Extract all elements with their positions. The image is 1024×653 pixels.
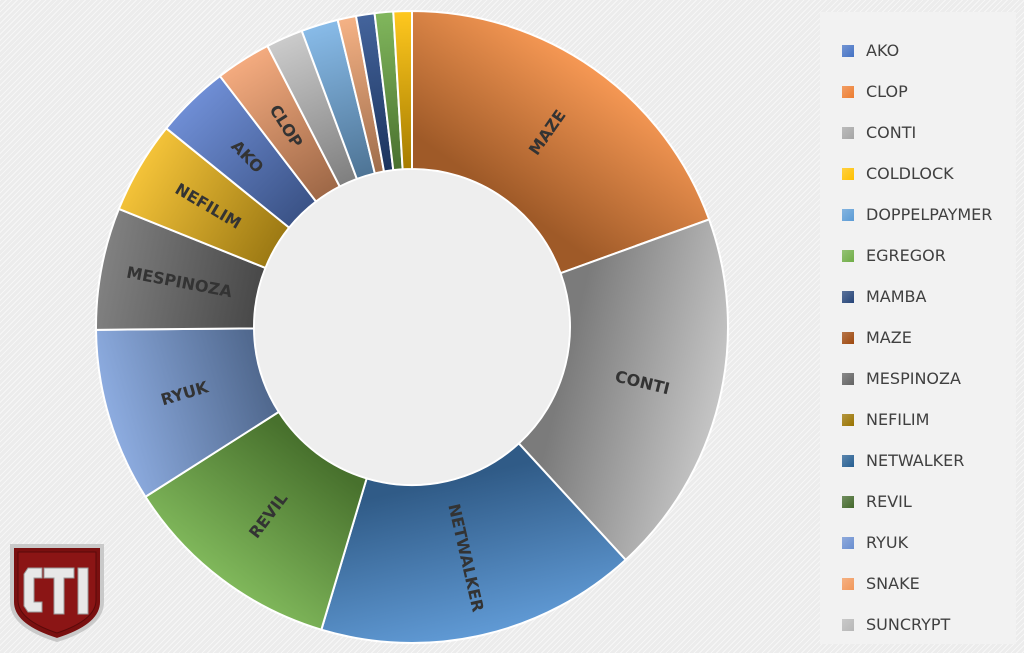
legend-item-nefilim: NEFILIM: [842, 399, 1016, 440]
legend-swatch: [842, 413, 854, 426]
legend-swatch: [842, 85, 854, 98]
legend-item-netwalker: NETWALKER: [842, 440, 1016, 481]
legend-label: CONTI: [866, 123, 917, 142]
legend-item-conti: CONTI: [842, 112, 1016, 153]
legend-swatch: [842, 331, 854, 344]
legend-label: MESPINOZA: [866, 369, 961, 388]
legend-item-mamba: MAMBA: [842, 276, 1016, 317]
legend-label: AKO: [866, 41, 900, 60]
slice-conti: [517, 218, 729, 562]
legend-label: SNAKE: [866, 574, 920, 593]
legend-label: RYUK: [866, 533, 909, 552]
legend-item-revil: REVIL: [842, 481, 1016, 522]
legend-item-coldlock: COLDLOCK: [842, 153, 1016, 194]
legend-swatch: [842, 454, 854, 467]
legend-item-ako: AKO: [842, 30, 1016, 71]
legend-swatch: [842, 167, 854, 180]
legend-item-egregor: EGREGOR: [842, 235, 1016, 276]
legend-label: EGREGOR: [866, 246, 946, 265]
legend-swatch: [842, 44, 854, 57]
legend-label: MAZE: [866, 328, 912, 347]
slice-maze: [411, 9, 711, 275]
legend-label: CLOP: [866, 82, 908, 101]
cti-logo: [8, 540, 106, 643]
legend-label: REVIL: [866, 492, 912, 511]
legend-item-mespinoza: MESPINOZA: [842, 358, 1016, 399]
donut-chart-svg: MAZECONTINETWALKERREVILRYUKMESPINOZANEFI…: [95, 9, 729, 644]
legend-swatch: [842, 126, 854, 139]
legend-swatch: [842, 536, 854, 549]
legend-item-doppelpaymer: DOPPELPAYMER: [842, 194, 1016, 235]
chart-legend: AKO CLOP CONTI COLDLOCK DOPPELPAYMER EGREGOR M…: [820, 12, 1016, 644]
legend-swatch: [842, 249, 854, 262]
legend-swatch: [842, 577, 854, 590]
legend-item-suncrypt: SUNCRYPT: [842, 604, 1016, 645]
legend-label: NETWALKER: [866, 451, 965, 470]
slice-coldlock: [392, 9, 413, 171]
legend-item-maze: MAZE: [842, 317, 1016, 358]
slice-netwalker: [320, 442, 628, 644]
donut-hole: [255, 170, 569, 484]
legend-item-clop: CLOP: [842, 71, 1016, 112]
legend-label: MAMBA: [866, 287, 927, 306]
legend-swatch: [842, 372, 854, 385]
cti-logo-icon: [10, 544, 104, 643]
legend-swatch: [842, 290, 854, 303]
legend-swatch: [842, 495, 854, 508]
legend-item-ryuk: RYUK: [842, 522, 1016, 563]
legend-item-snake: SNAKE: [842, 563, 1016, 604]
slice-revil: [144, 410, 368, 631]
legend-swatch: [842, 618, 854, 631]
donut-chart: MAZE CONTI NETWALKER REVIL RYUK MESPINOZA NEFI…: [95, 9, 729, 644]
legend-label: DOPPELPAYMER: [866, 205, 993, 224]
legend-label: NEFILIM: [866, 410, 930, 429]
legend-swatch: [842, 208, 854, 221]
legend-label: SUNCRYPT: [866, 615, 951, 634]
legend-label: COLDLOCK: [866, 164, 954, 183]
